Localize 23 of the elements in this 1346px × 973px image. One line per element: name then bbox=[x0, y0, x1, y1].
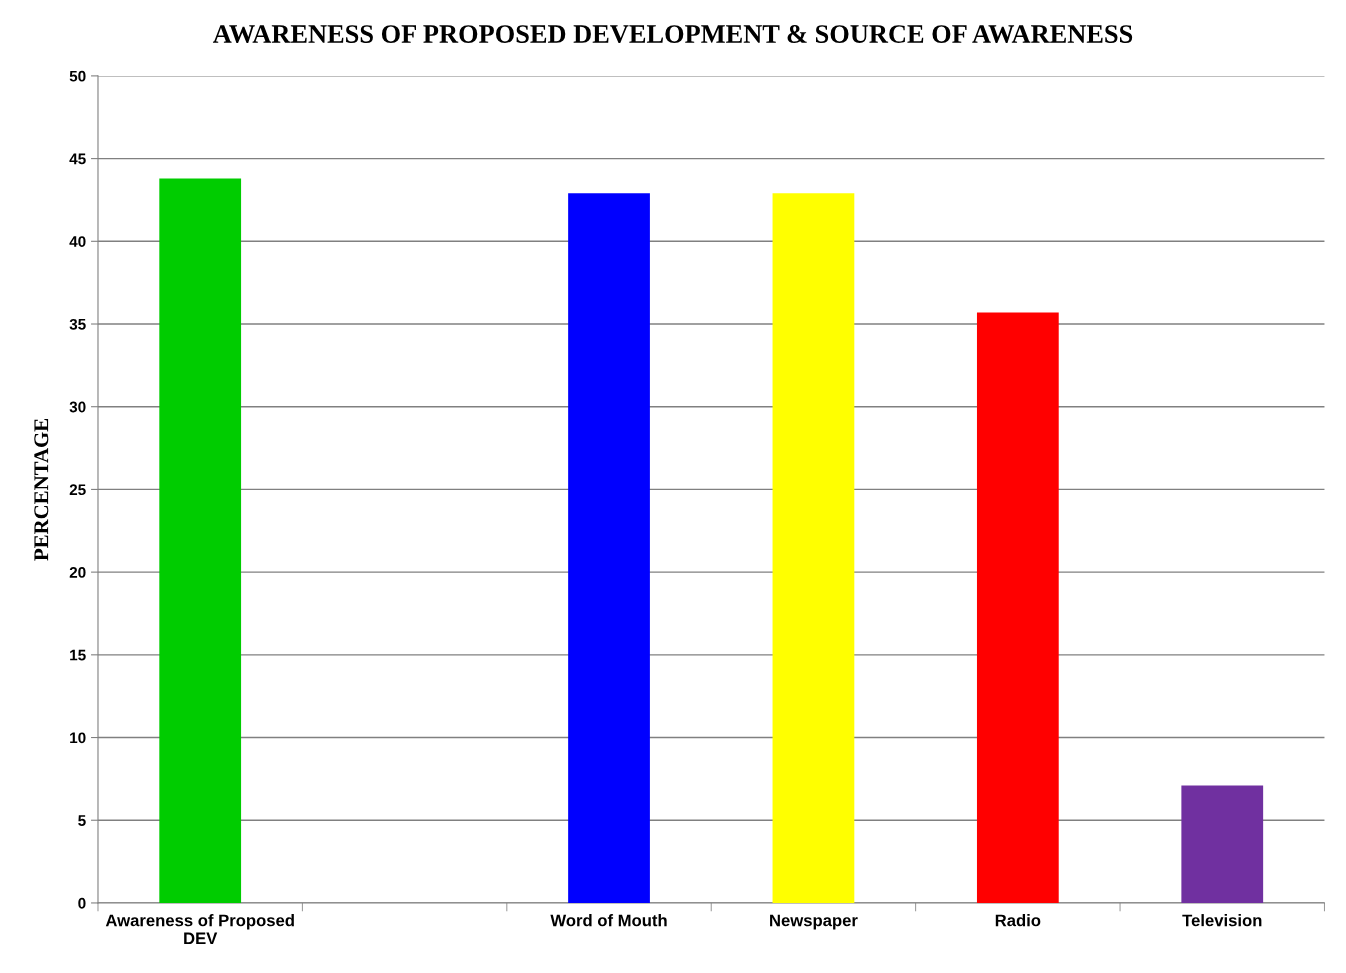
x-tick-label: Awareness of Proposed DEV bbox=[105, 914, 294, 945]
y-tick-label: 45 bbox=[69, 153, 86, 165]
bar bbox=[159, 178, 242, 903]
bar bbox=[568, 193, 650, 903]
bar bbox=[976, 312, 1059, 903]
x-tick-label: Word of Mouth bbox=[550, 914, 667, 927]
y-axis-title: PERCENTAGE bbox=[34, 418, 49, 561]
chart-title: AWARENESS OF PROPOSED DEVELOPMENT & SOURCE OF AWARENESS bbox=[212, 25, 1133, 44]
bar bbox=[772, 193, 855, 903]
y-tick-label: 0 bbox=[78, 897, 86, 909]
x-tick-label: Radio bbox=[995, 914, 1041, 927]
x-tick-label: Newspaper bbox=[770, 914, 858, 930]
y-tick-label: 20 bbox=[69, 566, 86, 578]
y-tick-label: 40 bbox=[69, 236, 86, 247]
y-tick-label: 35 bbox=[69, 318, 86, 330]
y-tick-label: 50 bbox=[69, 70, 86, 82]
x-tick-label: Television bbox=[1182, 914, 1262, 927]
y-tick-label: 15 bbox=[70, 649, 86, 661]
y-tick-label: 5 bbox=[78, 815, 86, 826]
y-tick-label: 10 bbox=[70, 732, 86, 744]
y-tick-label: 30 bbox=[69, 401, 86, 413]
bar bbox=[1181, 785, 1264, 903]
y-tick-label: 25 bbox=[69, 484, 86, 496]
